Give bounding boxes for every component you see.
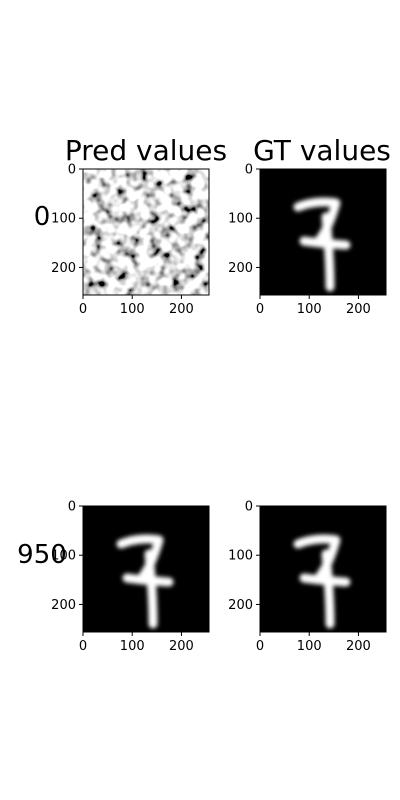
- x-tick-label: 200: [169, 639, 194, 654]
- x-tick-label: 200: [169, 302, 194, 317]
- panel-ticks: 0 0 100 100 200 200: [228, 163, 371, 318]
- y-tick-label: 200: [51, 261, 76, 276]
- x-tick-label: 0: [79, 302, 87, 317]
- y-tick-label: 200: [228, 598, 253, 613]
- column-title-gt: GT values: [253, 134, 391, 167]
- x-tick-label: 100: [297, 639, 322, 654]
- y-tick-label: 0: [68, 163, 76, 178]
- panel-ticks: 0 0 100 100 200 200: [51, 163, 194, 318]
- x-tick-label: 0: [79, 639, 87, 654]
- y-tick-label: 100: [228, 212, 253, 227]
- panel-pred-row0: 0 0 100 100 200 200: [51, 163, 210, 318]
- x-tick-label: 100: [120, 639, 145, 654]
- y-tick-label: 0: [68, 500, 76, 515]
- panel-gt-row0: 0 0 100 100 200 200: [228, 163, 387, 318]
- x-tick-label: 100: [120, 302, 145, 317]
- y-tick-label: 100: [51, 212, 76, 227]
- y-tick-label: 200: [228, 261, 253, 276]
- x-tick-label: 100: [297, 302, 322, 317]
- x-tick-label: 0: [256, 302, 264, 317]
- pred-noise-image: [83, 169, 209, 295]
- x-tick-label: 200: [346, 302, 371, 317]
- y-tick-label: 0: [245, 163, 253, 178]
- column-title-pred: Pred values: [65, 134, 227, 167]
- panel-pred-row1: 0 0 100 100 200 200: [51, 500, 210, 655]
- y-tick-label: 0: [245, 500, 253, 515]
- panel-ticks: 0 0 100 100 200 200: [228, 500, 371, 655]
- y-tick-label: 100: [228, 549, 253, 564]
- y-tick-label: 200: [51, 598, 76, 613]
- y-tick-label: 100: [51, 549, 76, 564]
- row-label-1: 950: [17, 540, 67, 570]
- x-tick-label: 0: [256, 639, 264, 654]
- panel-gt-row1: 0 0 100 100 200 200: [228, 500, 387, 655]
- panel-ticks: 0 0 100 100 200 200: [51, 500, 194, 655]
- row-label-0: 0: [34, 202, 51, 232]
- x-tick-label: 200: [346, 639, 371, 654]
